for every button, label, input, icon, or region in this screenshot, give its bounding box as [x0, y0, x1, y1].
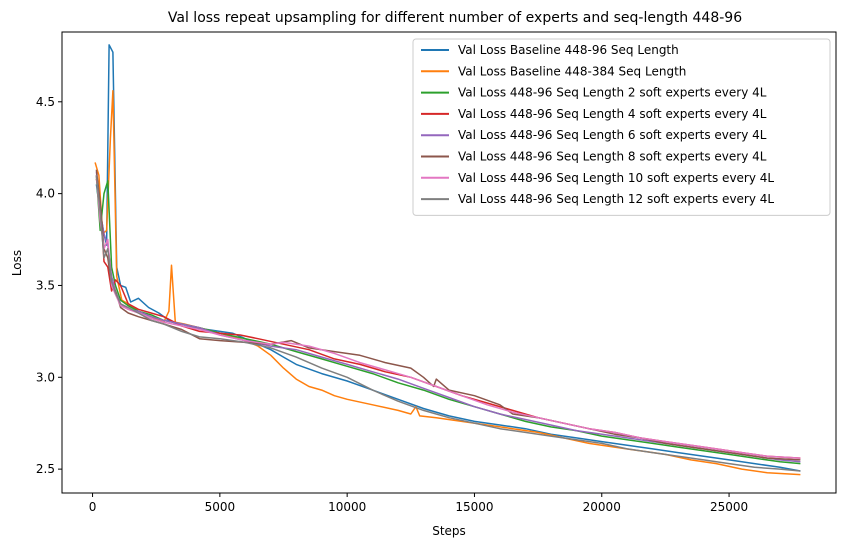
x-tick-label: 20000 — [583, 500, 621, 514]
legend-box — [412, 38, 831, 216]
legend-entry: Val Loss Baseline 448-384 Seq Length — [458, 64, 686, 78]
x-tick-label: 15000 — [455, 500, 493, 514]
x-tick-label: 5000 — [205, 500, 236, 514]
series-line-2 — [94, 90, 801, 476]
x-tick-label: 25000 — [710, 500, 748, 514]
x-tick-label: 10000 — [328, 500, 366, 514]
legend-entry: Val Loss 448-96 Seq Length 10 soft exper… — [458, 171, 774, 185]
x-axis: 0 5000 10000 15000 20000 25000 — [89, 493, 748, 514]
x-tick-label: 0 — [89, 500, 97, 514]
legend-entry: Val Loss 448-96 Seq Length 4 soft expert… — [458, 107, 767, 121]
series-line-7 — [95, 175, 801, 459]
y-tick-label: 2.5 — [36, 462, 55, 476]
legend-entry: Val Loss 448-96 Seq Length 8 soft expert… — [458, 150, 767, 164]
series-line-6 — [95, 169, 801, 461]
series-line-8 — [95, 175, 801, 472]
plot-lines — [94, 44, 801, 476]
y-axis: 2.5 3.0 3.5 4.0 4.5 — [36, 95, 62, 476]
y-tick-label: 3.5 — [36, 278, 55, 292]
legend-entry: Val Loss 448-96 Seq Length 12 soft exper… — [458, 192, 774, 206]
legend-entry: Val Loss Baseline 448-96 Seq Length — [458, 43, 679, 57]
y-tick-label: 4.5 — [36, 95, 55, 109]
x-axis-label: Steps — [432, 524, 466, 538]
y-tick-label: 4.0 — [36, 187, 55, 201]
y-tick-label: 3.0 — [36, 370, 55, 384]
legend-entry: Val Loss 448-96 Seq Length 6 soft expert… — [458, 128, 767, 142]
series-line-3 — [95, 175, 801, 465]
legend: Val Loss Baseline 448-96 Seq Length Val L… — [412, 38, 831, 216]
legend-entry: Val Loss 448-96 Seq Length 2 soft expert… — [458, 86, 767, 100]
plot-frame — [61, 31, 837, 494]
chart-title: Val loss repeat upsampling for different… — [168, 10, 742, 26]
y-axis-label: Loss — [10, 250, 24, 276]
